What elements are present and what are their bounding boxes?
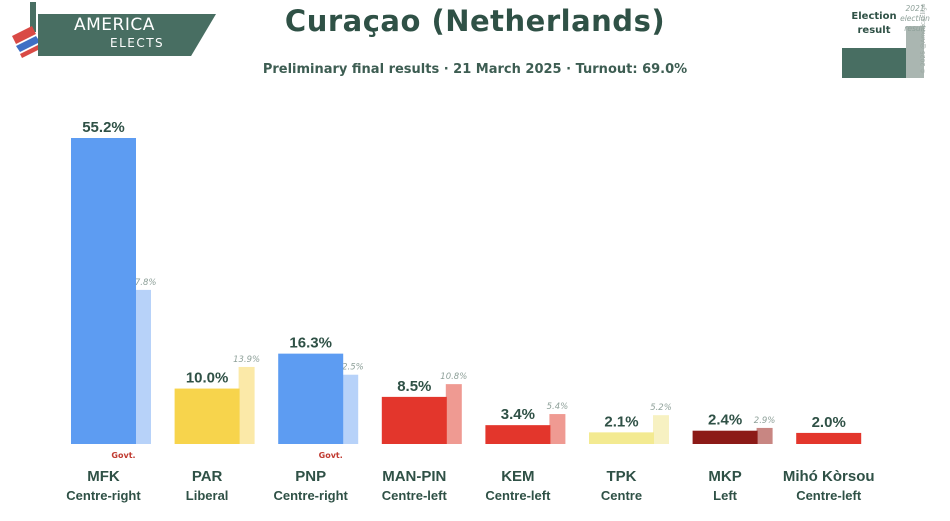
bar-2021-par (238, 366, 255, 444)
label-2021-man-pin: 10.8% (440, 372, 467, 382)
bar-2021-mfk (135, 289, 151, 444)
bar-2025-mih-k-rsou (796, 432, 862, 444)
bar-2025-kem (485, 425, 551, 444)
party-name-kem: KEM (501, 468, 534, 485)
party-name-tpk: TPK (607, 468, 637, 485)
label-2021-mfk: 27.8% (129, 278, 156, 288)
ideology-kem: Centre-left (485, 488, 551, 503)
party-name-man-pin: MAN-PIN (382, 468, 446, 485)
govt-marker-mfk: Govt. (111, 451, 135, 460)
bar-2021-pnp (342, 374, 359, 444)
ideology-mih-k-rsou: Centre-left (796, 488, 862, 503)
party-name-pnp: PNP (295, 468, 326, 485)
party-name-mkp: MKP (708, 468, 741, 485)
label-2025-mih-k-rsou: 2.0% (812, 414, 846, 431)
bar-2021-tpk (653, 415, 669, 444)
label-2025-mkp: 2.4% (708, 412, 742, 429)
logo-banner (38, 14, 216, 56)
label-2021-mkp: 2.9% (754, 416, 776, 426)
ideology-par: Liberal (186, 488, 229, 503)
bar-2021-mkp (756, 427, 773, 444)
bar-2025-mkp (692, 430, 758, 444)
logo-mark-icon (12, 2, 42, 58)
label-2025-man-pin: 8.5% (397, 378, 431, 395)
label-2025-par: 10.0% (186, 370, 229, 387)
chart-title: Curaçao (Netherlands) (284, 4, 666, 38)
label-2021-tpk: 5.2% (650, 403, 672, 413)
party-name-mfk: MFK (87, 468, 120, 485)
bar-2021-kem (549, 414, 566, 444)
label-2021-par: 13.9% (233, 355, 260, 365)
party-name-mih-k-rsou: Mihó Kòrsou (783, 468, 875, 485)
bar-2025-mfk (71, 138, 136, 444)
govt-marker-pnp: Govt. (319, 451, 343, 460)
ideology-mkp: Left (713, 488, 738, 503)
label-2021-kem: 5.4% (547, 402, 569, 412)
ideology-mfk: Centre-right (66, 488, 141, 503)
legend-previous-label: 2021 election result (900, 4, 930, 33)
label-2025-kem: 3.4% (501, 406, 535, 423)
party-name-par: PAR (192, 468, 223, 485)
chart-subtitle: Preliminary final results · 21 March 202… (262, 62, 688, 77)
ideology-tpk: Centre (601, 488, 642, 503)
ideology-pnp: Centre-right (274, 488, 349, 503)
label-2025-pnp: 16.3% (289, 335, 332, 352)
logo-text-elects: ELECTS (110, 36, 165, 50)
ideology-man-pin: Centre-left (382, 488, 448, 503)
label-2021-pnp: 12.5% (337, 363, 364, 373)
logo-text-america: AMERICA (74, 15, 155, 35)
bar-2025-tpk (589, 432, 654, 444)
legend-current-swatch (842, 48, 906, 78)
legend-current-label: Election result (851, 11, 897, 36)
bar-2025-man-pin (381, 396, 447, 444)
bar-2021-man-pin (445, 384, 462, 444)
bar-2025-par (174, 388, 240, 444)
legend: Election result 2021 election result © 2… (838, 4, 938, 80)
bar-2025-pnp (278, 353, 344, 444)
legend-previous-swatch (906, 26, 924, 78)
label-2025-mfk: 55.2% (82, 119, 125, 136)
america-elects-logo: AMERICA ELECTS (10, 2, 216, 58)
label-2025-tpk: 2.1% (604, 413, 638, 430)
